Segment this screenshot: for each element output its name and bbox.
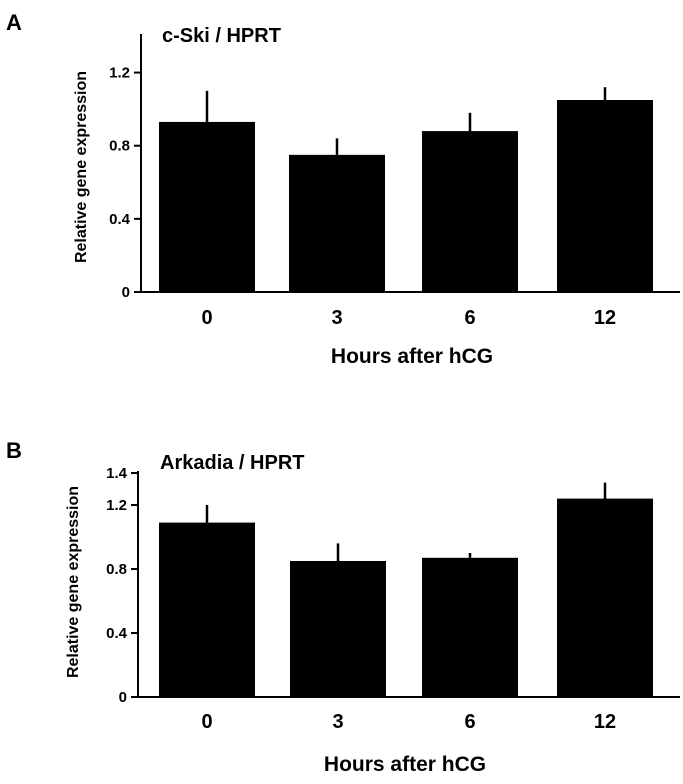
panel-letter-b: B [6,438,22,463]
bar-a-12 [557,100,653,292]
x-tick-label-a: 0 [201,307,212,329]
bar-b-0 [159,522,255,697]
x-tick-label-a: 6 [464,307,475,329]
x-axis-title-a: Hours after hCG [331,345,493,368]
y-axis-title-b: Relative gene expression [65,486,82,678]
x-tick-label-b: 3 [332,711,343,733]
bar-b-3 [290,561,386,697]
y-tick-label-b: 1.2 [106,497,127,514]
bar-a-3 [289,154,385,292]
x-tick-label-b: 0 [201,711,212,733]
y-tick-label-a: 0.4 [109,211,131,228]
x-tick-label-a: 3 [331,307,342,329]
y-tick-label-b: 0.4 [106,625,128,642]
x-axis-title-b: Hours after hCG [324,753,486,776]
y-tick-label-b: 1.4 [106,465,128,482]
chart-title-a: c-Ski / HPRT [162,25,281,47]
x-tick-label-a: 12 [594,307,616,329]
y-tick-label-b: 0.8 [106,561,127,578]
y-tick-label-b: 0 [119,689,127,706]
plot-area-b: 0 0.4 0.8 1.2 1.4 0 3 6 12 [106,465,680,733]
x-tick-label-b: 6 [464,711,475,733]
y-axis-title-a: Relative gene expression [73,71,90,263]
bar-a-0 [159,121,255,292]
chart-title-b: Arkadia / HPRT [160,452,304,474]
bar-a-6 [422,131,518,292]
panel-b: B Arkadia / HPRT Relative gene expressio… [6,438,680,776]
x-tick-label-b: 12 [594,711,616,733]
plot-area-a: 0 0.4 0.8 1.2 0 3 6 12 [109,34,680,329]
bar-b-6 [422,557,518,697]
y-tick-label-a: 1.2 [109,65,130,82]
panel-a: A c-Ski / HPRT Relative gene expression … [6,10,680,368]
y-tick-label-a: 0 [122,284,130,301]
y-tick-label-a: 0.8 [109,138,130,155]
panel-letter-a: A [6,10,22,35]
bar-b-12 [557,498,653,697]
